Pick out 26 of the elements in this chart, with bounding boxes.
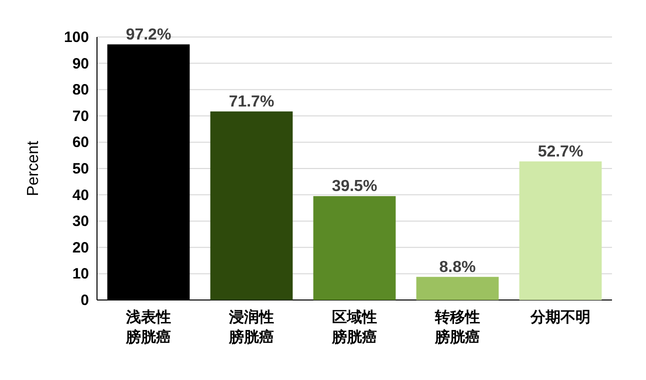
y-tick-label: 0	[80, 292, 89, 309]
x-tick-label: 分期不明	[530, 309, 590, 326]
bar	[210, 111, 293, 300]
bar	[416, 276, 499, 300]
x-tick-label: 浅表性膀胱癌	[125, 309, 171, 346]
y-tick-label: 90	[72, 55, 89, 72]
data-label: 52.7%	[538, 143, 584, 160]
y-tick-label: 60	[72, 134, 89, 152]
y-tick-label: 30	[72, 213, 89, 230]
y-tick-label: 20	[72, 239, 89, 256]
x-tick-label: 浸润性膀胱癌	[228, 308, 274, 346]
y-tick-label: 80	[72, 82, 89, 99]
y-tick-label: 70	[72, 108, 89, 125]
data-label: 97.2%	[126, 26, 172, 44]
bar	[313, 196, 396, 300]
y-tick-label: 40	[72, 186, 89, 204]
y-axis-title: Percent	[25, 140, 42, 196]
x-tick-label: 转移性膀胱癌	[434, 309, 480, 346]
bar	[519, 161, 602, 300]
x-tick-label: 区域性膀胱癌	[331, 309, 377, 346]
data-label: 39.5%	[332, 178, 378, 196]
y-tick-label: 50	[72, 160, 89, 178]
y-tick-label: 10	[72, 266, 89, 283]
y-tick-label: 100	[64, 29, 89, 46]
data-label: 8.8%	[439, 258, 476, 276]
data-label: 71.7%	[228, 93, 274, 110]
